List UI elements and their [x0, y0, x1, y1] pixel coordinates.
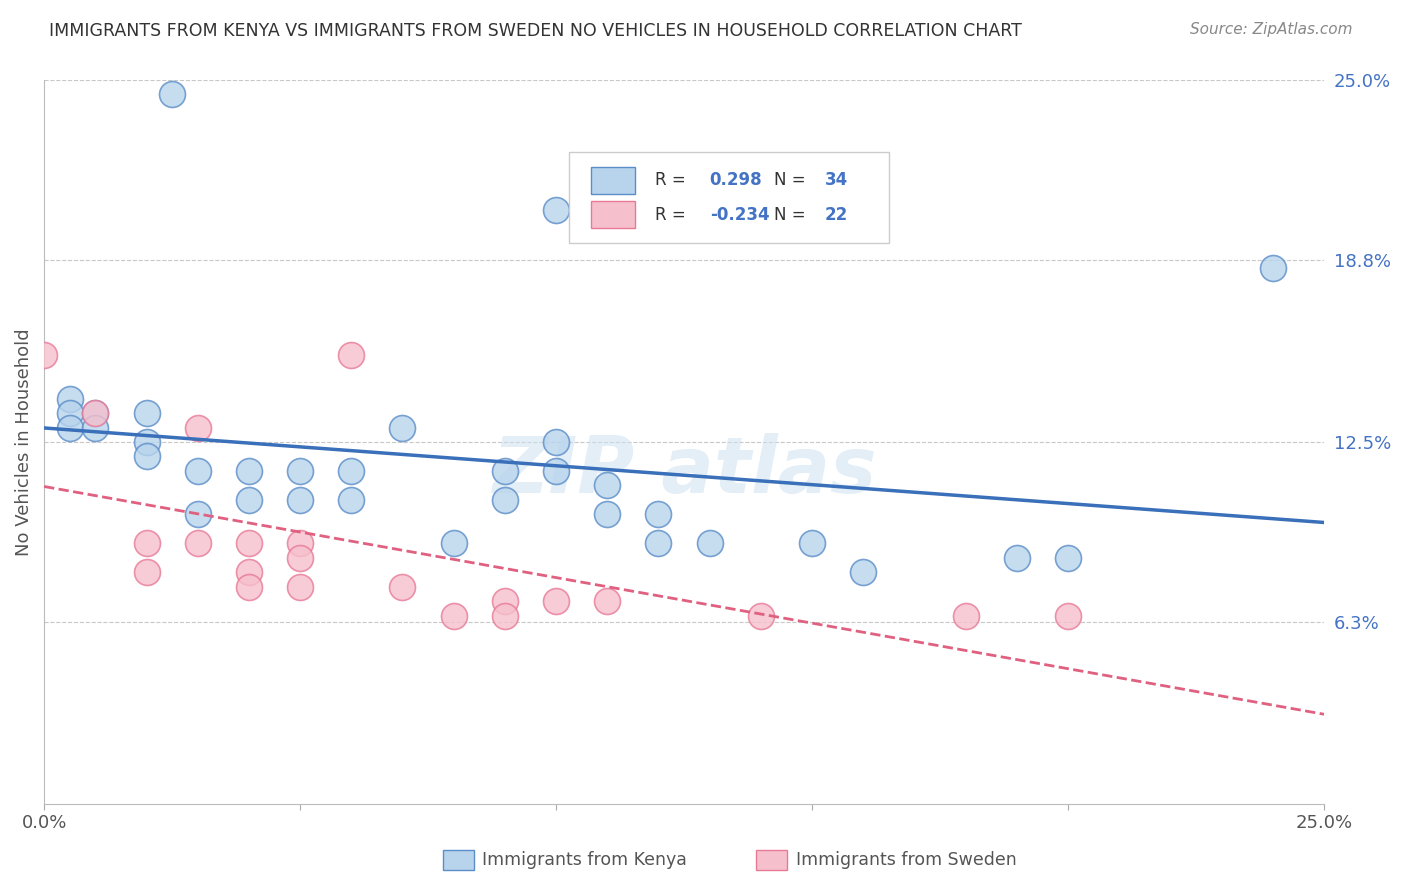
Y-axis label: No Vehicles in Household: No Vehicles in Household: [15, 328, 32, 556]
Text: -0.234: -0.234: [710, 206, 769, 224]
Point: [32, 348, 55, 362]
Point: [699, 536, 721, 550]
Point: [340, 464, 363, 478]
Point: [288, 464, 311, 478]
Point: [187, 536, 209, 550]
Point: [238, 566, 260, 580]
Point: [801, 536, 824, 550]
Point: [288, 580, 311, 594]
Point: [340, 492, 363, 507]
Point: [238, 492, 260, 507]
Text: N =: N =: [773, 206, 806, 224]
Point: [647, 508, 669, 522]
Point: [1261, 261, 1284, 276]
Point: [187, 464, 209, 478]
Point: [340, 348, 363, 362]
Point: [84, 406, 107, 420]
FancyBboxPatch shape: [591, 167, 636, 194]
Point: [84, 406, 107, 420]
Point: [135, 450, 157, 464]
Text: IMMIGRANTS FROM KENYA VS IMMIGRANTS FROM SWEDEN NO VEHICLES IN HOUSEHOLD CORRELA: IMMIGRANTS FROM KENYA VS IMMIGRANTS FROM…: [49, 22, 1022, 40]
Point: [546, 203, 568, 218]
Point: [238, 536, 260, 550]
Point: [955, 608, 977, 623]
Text: 34: 34: [825, 171, 848, 189]
Point: [443, 536, 465, 550]
Point: [596, 594, 619, 608]
Point: [59, 406, 82, 420]
Point: [288, 492, 311, 507]
Point: [596, 508, 619, 522]
Point: [238, 464, 260, 478]
Text: N =: N =: [773, 171, 806, 189]
Point: [494, 608, 516, 623]
Text: Immigrants from Kenya: Immigrants from Kenya: [482, 851, 688, 869]
Point: [546, 594, 568, 608]
Point: [288, 536, 311, 550]
Text: R =: R =: [655, 206, 685, 224]
Text: 22: 22: [825, 206, 848, 224]
Point: [391, 420, 413, 434]
Point: [135, 566, 157, 580]
Point: [187, 508, 209, 522]
Point: [494, 594, 516, 608]
Point: [1057, 550, 1080, 565]
Text: Immigrants from Sweden: Immigrants from Sweden: [796, 851, 1017, 869]
Text: Source: ZipAtlas.com: Source: ZipAtlas.com: [1189, 22, 1353, 37]
Point: [494, 464, 516, 478]
Point: [59, 420, 82, 434]
Point: [135, 434, 157, 449]
Point: [187, 420, 209, 434]
Point: [443, 608, 465, 623]
Point: [135, 406, 157, 420]
FancyBboxPatch shape: [569, 153, 889, 243]
Point: [238, 580, 260, 594]
Point: [160, 87, 183, 102]
Point: [546, 434, 568, 449]
Point: [1057, 608, 1080, 623]
Text: 0.298: 0.298: [710, 171, 762, 189]
Point: [391, 580, 413, 594]
Point: [749, 608, 772, 623]
Text: R =: R =: [655, 171, 685, 189]
FancyBboxPatch shape: [591, 201, 636, 228]
Point: [1005, 550, 1028, 565]
Point: [852, 566, 875, 580]
Point: [546, 464, 568, 478]
Point: [494, 492, 516, 507]
Point: [288, 550, 311, 565]
Point: [596, 478, 619, 492]
Point: [647, 536, 669, 550]
Point: [59, 392, 82, 406]
Point: [135, 536, 157, 550]
Text: ZIP atlas: ZIP atlas: [492, 433, 876, 509]
Point: [84, 420, 107, 434]
